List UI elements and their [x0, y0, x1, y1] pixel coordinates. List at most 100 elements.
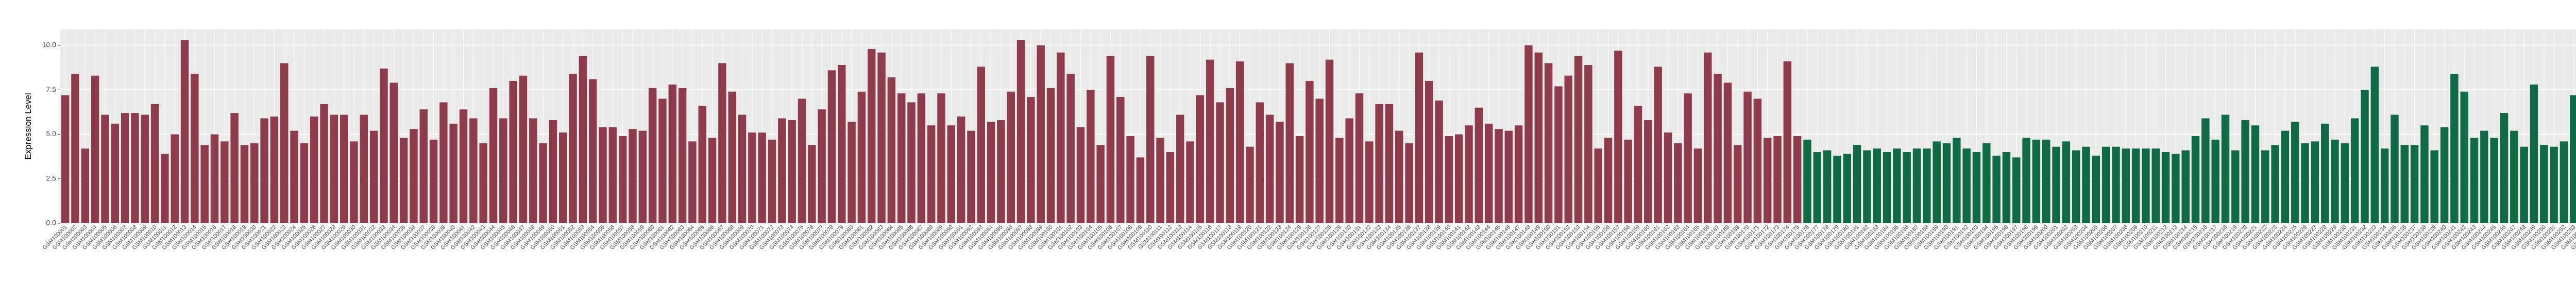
- bar: [1226, 88, 1234, 223]
- bar: [449, 123, 457, 223]
- bar: [121, 113, 129, 223]
- bar: [2082, 146, 2090, 223]
- bar: [618, 136, 627, 223]
- bar: [827, 70, 836, 223]
- bar: [1136, 157, 1145, 223]
- bar: [1843, 154, 1851, 223]
- bar: [599, 127, 607, 223]
- bar: [210, 134, 219, 223]
- bar: [2191, 136, 2200, 223]
- bar: [748, 132, 756, 223]
- bar: [1594, 148, 1602, 223]
- bar: [2540, 145, 2548, 223]
- bar: [1634, 106, 1642, 223]
- bar: [937, 93, 945, 223]
- bar: [1156, 138, 1164, 223]
- bar: [489, 88, 498, 223]
- bar: [2181, 150, 2190, 223]
- bar: [2221, 114, 2230, 223]
- y-tick-label: 7.5: [46, 85, 57, 93]
- bar: [1654, 67, 1662, 223]
- bar: [917, 93, 926, 223]
- bar: [2271, 145, 2279, 223]
- bar: [1604, 138, 1613, 223]
- bar: [1664, 132, 1672, 223]
- bar: [81, 148, 90, 223]
- bar: [499, 118, 507, 223]
- bar: [1256, 102, 1264, 223]
- bar: [907, 102, 916, 223]
- bar: [1235, 61, 1244, 224]
- bar: [1355, 93, 1364, 223]
- bar: [1106, 56, 1115, 224]
- bar: [1475, 107, 1483, 223]
- bar: [2042, 139, 2050, 223]
- bar: [1564, 75, 1572, 223]
- bar: [808, 145, 816, 223]
- bar: [977, 67, 985, 223]
- bar: [2391, 114, 2399, 223]
- bar: [1027, 97, 1035, 223]
- bar: [439, 102, 448, 223]
- bar: [2261, 150, 2269, 223]
- bar: [957, 117, 965, 223]
- bar: [1186, 141, 1194, 223]
- bar: [2420, 125, 2429, 223]
- bar: [2341, 143, 2349, 223]
- bar: [1057, 52, 1065, 223]
- bar: [2490, 138, 2498, 223]
- bar: [569, 74, 577, 223]
- bar: [887, 77, 896, 223]
- bar: [668, 84, 677, 223]
- bar: [2480, 130, 2488, 223]
- bar: [2102, 146, 2110, 223]
- bar: [1076, 127, 1085, 223]
- bar: [2410, 145, 2419, 223]
- bar: [91, 75, 99, 223]
- bar: [728, 91, 736, 223]
- bar: [1335, 138, 1344, 223]
- bar: [2122, 148, 2130, 223]
- bar: [788, 120, 796, 223]
- bar: [1534, 52, 1543, 223]
- bar: [2072, 150, 2080, 223]
- bar: [2440, 127, 2449, 223]
- bar: [1315, 98, 1324, 223]
- bar: [2251, 125, 2260, 223]
- bar: [1893, 148, 1901, 223]
- bar: [1514, 125, 1523, 223]
- bar: [848, 122, 856, 223]
- bar: [559, 132, 567, 223]
- bar: [549, 120, 557, 223]
- bar: [1873, 148, 1881, 223]
- bar: [1454, 134, 1463, 223]
- bar: [1295, 136, 1304, 223]
- bar: [380, 68, 388, 224]
- bar: [410, 129, 418, 223]
- y-tick-label: 10.0: [42, 41, 56, 49]
- bar: [150, 104, 159, 223]
- bar: [1087, 90, 1095, 223]
- bar: [579, 56, 587, 224]
- bar: [469, 118, 478, 223]
- bar: [2530, 84, 2538, 223]
- bar: [2161, 152, 2170, 223]
- bar: [1644, 120, 1652, 223]
- bar: [161, 154, 169, 223]
- bar: [111, 123, 119, 223]
- bar: [1773, 136, 1782, 223]
- bar: [897, 93, 906, 223]
- bar: [389, 82, 398, 223]
- bar: [320, 104, 328, 223]
- bar: [1982, 143, 1991, 223]
- bar: [987, 122, 995, 223]
- bar: [1584, 64, 1592, 224]
- bar: [2002, 152, 2011, 223]
- bar: [1833, 155, 1841, 223]
- bar: [280, 63, 289, 223]
- bar: [250, 143, 259, 223]
- bar: [2570, 95, 2576, 223]
- bar: [1285, 63, 1294, 223]
- bar: [479, 143, 487, 223]
- bar: [1146, 56, 1155, 224]
